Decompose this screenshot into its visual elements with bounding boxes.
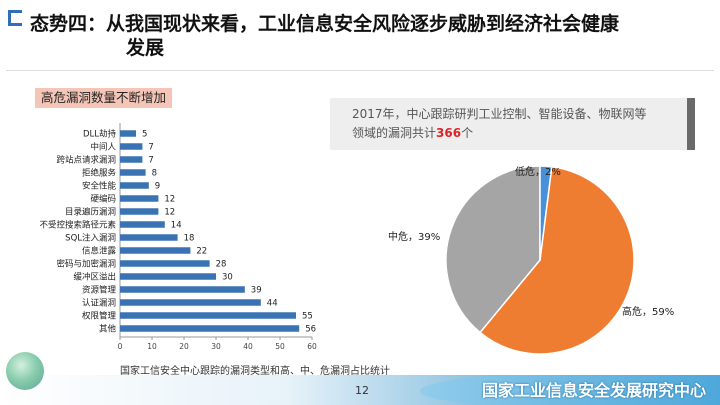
bar-11 [120,273,216,280]
footer-band: 国家工业信息安全发展研究中心 [0,375,720,405]
slide-title-line-1: 态势四：从我国现状来看，工业信息安全风险逐步威胁到经济社会健康 [30,13,620,35]
bar-14 [120,312,296,319]
title-bracket-decoration [8,10,22,26]
bar-12 [120,286,245,293]
slide-title-line-2: 发展 [126,37,165,59]
bar-5 [120,195,159,202]
bar-15 [120,325,300,332]
bar-category-label: 拒绝服务 [82,168,117,179]
x-tick-label: 60 [307,342,317,351]
x-tick-label: 30 [211,342,221,351]
bar-category-label: 不受控搜索路径元素 [39,220,116,231]
bar-8 [120,234,178,241]
bar-value-label: 56 [305,325,316,335]
x-tick-label: 40 [243,342,253,351]
bar-category-label: 密码与加密漏洞 [56,259,116,270]
footer-wave-decoration [420,375,720,405]
bar-category-label: 资源管理 [82,285,117,296]
title-divider [6,70,714,71]
x-tick-label: 50 [275,342,285,351]
pie-label-low: 低危，2% [515,165,561,178]
bar-value-label: 39 [251,286,262,296]
slide-title: 态势四：从我国现状来看，工业信息安全风险逐步威胁到经济社会健康 发展 [30,12,700,60]
page-number: 12 [355,384,369,397]
info-line-1: 2017年，中心跟踪研判工业控制、智能设备、物联网等 [352,107,647,121]
bar-category-label: 目录遍历漏洞 [65,207,116,218]
bar-2 [120,156,143,163]
bar-category-label: 其他 [99,324,117,335]
bar-10 [120,260,210,267]
bar-value-label: 22 [196,247,207,257]
info-box: 2017年，中心跟踪研判工业控制、智能设备、物联网等 领域的漏洞共计366个 [330,98,695,150]
organization-name: 国家工业信息安全发展研究中心 [481,381,706,400]
info-line-2: 领域的漏洞共计366个 [352,124,682,143]
bar-value-label: 12 [164,195,175,205]
chart-caption: 国家工信安全中心跟踪的漏洞类型和高、中、危漏洞占比统计 [120,366,390,377]
bar-1 [120,143,143,150]
bar-13 [120,299,261,306]
x-tick-label: 10 [147,342,157,351]
bar-category-label: DLL劫持 [83,129,117,140]
bar-6 [120,208,159,215]
globe-logo-icon [6,352,44,390]
section-label: 高危漏洞数量不断增加 [35,88,173,108]
bar-7 [120,221,165,228]
bar-value-label: 28 [216,260,227,270]
bar-0 [120,130,136,137]
bar-category-label: 认证漏洞 [82,298,116,309]
pie-label-high: 高危，59% [622,305,674,318]
bar-category-label: SQL注入漏洞 [65,233,116,244]
bar-value-label: 30 [222,273,233,283]
bar-value-label: 7 [148,156,153,166]
bar-category-label: 中间人 [90,142,116,153]
bar-value-label: 7 [148,143,153,153]
bar-value-label: 12 [164,208,175,218]
bar-category-label: 权限管理 [82,311,117,322]
bar-value-label: 14 [171,221,182,231]
pie-slice-high [479,165,635,355]
bar-value-label: 55 [302,312,313,322]
info-box-accent [687,98,695,150]
bar-category-label: 跨站点请求漏洞 [56,155,116,166]
vulnerability-type-bar-chart: DLL劫持 5 中间人 7 跨站点请求漏洞 7 拒绝服务 8 安全性能 9 硬编码 12 目录遍历漏洞 1… [39,123,317,351]
bar-category-label: 信息泄露 [82,246,117,257]
bar-value-label: 44 [267,299,278,309]
vulnerability-count: 366 [436,126,462,140]
bar-value-label: 9 [155,182,160,192]
bar-category-label: 硬编码 [90,194,116,205]
bar-category-label: 缓冲区溢出 [73,272,116,283]
info-text: 2017年，中心跟踪研判工业控制、智能设备、物联网等 领域的漏洞共计366个 [352,105,682,143]
bar-value-label: 5 [142,130,147,140]
info-line-2-suffix: 个 [461,126,474,140]
info-line-2-prefix: 领域的漏洞共计 [352,126,437,140]
x-tick-label: 20 [179,342,189,351]
pie-slice-medium [445,165,541,334]
bar-4 [120,182,149,189]
bar-value-label: 8 [152,169,157,179]
pie-slice-low [539,165,553,261]
pie-label-medium: 中危，39% [388,230,440,243]
bar-3 [120,169,146,176]
x-tick-label: 0 [118,342,123,351]
bar-category-label: 安全性能 [82,181,117,192]
bar-value-label: 18 [184,234,195,244]
bar-9 [120,247,191,254]
severity-pie-chart: 高危，59% 中危，39% 低危，2% [388,165,674,355]
